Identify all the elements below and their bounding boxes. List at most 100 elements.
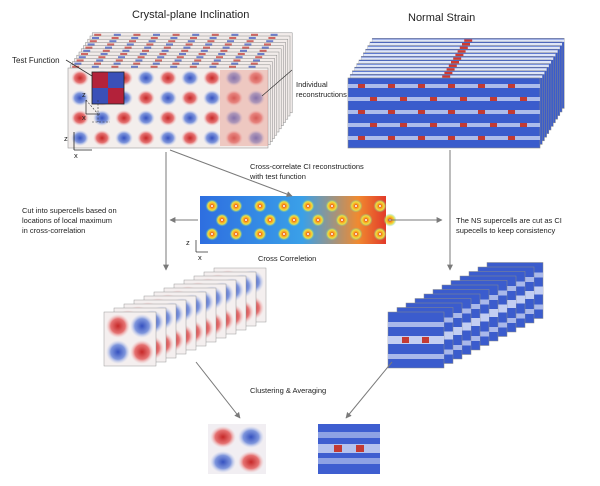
ns-strain-dot — [478, 110, 485, 114]
ns-strain-dot — [460, 123, 467, 127]
ci-red-domain — [247, 110, 265, 126]
ns-strain-dot — [490, 97, 497, 101]
tf-axis-x: x — [82, 113, 86, 122]
cross-correlation-map — [200, 196, 397, 244]
ci-blue-domain — [71, 90, 89, 106]
ci-title: Crystal-plane Inclination — [132, 9, 250, 21]
ns-cut-label-2: supecells to keep consistency — [456, 226, 556, 235]
ns-strain-dot — [358, 110, 365, 114]
ns-strain-band — [348, 123, 540, 127]
ns-strain-band — [348, 84, 540, 88]
cc-peak-marker — [283, 233, 285, 235]
ns-front-slice — [347, 77, 541, 149]
test-function-label: Test Function — [12, 56, 60, 65]
ns-strain-dot — [430, 123, 437, 127]
ns-strain-dot — [388, 110, 395, 114]
ns-strain-dot — [448, 84, 455, 88]
ns-averaged-result — [318, 424, 380, 474]
ns-strain-dot — [520, 97, 527, 101]
ns-strain-dot — [490, 123, 497, 127]
clustering-label: Clustering & Averaging — [250, 386, 327, 395]
ns-strain-band — [348, 110, 540, 114]
ci-blue-domain — [137, 70, 155, 86]
ci-blue-domain — [93, 110, 111, 126]
ns-strain-dot — [520, 123, 527, 127]
ci-axes — [73, 132, 92, 151]
flow-arrows — [163, 149, 453, 419]
ns-strain-dot — [478, 136, 485, 140]
cc-peak-marker — [307, 233, 309, 235]
cc-axis-z: z — [186, 238, 190, 247]
ci-supercell — [103, 311, 157, 367]
ns-strain-dot — [418, 136, 425, 140]
cc-peak-marker — [269, 219, 271, 221]
cc-peak-marker — [221, 219, 223, 221]
ci-front-slice — [67, 67, 269, 149]
ns-supercell-stack — [387, 262, 544, 369]
ns-strain-band — [348, 97, 540, 101]
test-function-axes — [85, 100, 100, 115]
ci-red-domain — [247, 70, 265, 86]
ci-blue-domain — [247, 130, 265, 146]
ci-red-domain — [137, 130, 155, 146]
cc-peak-marker — [341, 219, 343, 221]
ci-red-domain — [181, 90, 199, 106]
ci-edge-band — [220, 70, 268, 146]
ns-strain-dot — [418, 110, 425, 114]
ci-blue-domain — [203, 130, 221, 146]
individual-pointer — [261, 69, 293, 97]
ns-strain-dot — [448, 110, 455, 114]
ci-blue-domain — [71, 130, 89, 146]
tf-axis-z: z — [82, 90, 86, 99]
ci-blue-domain — [247, 90, 265, 106]
ci-red-domain — [181, 130, 199, 146]
cc-peak-marker — [235, 233, 237, 235]
ci-red-domain — [115, 110, 133, 126]
ci-averaged-result — [208, 424, 266, 474]
ci-red-domain — [203, 110, 221, 126]
ci-blue-domain — [203, 90, 221, 106]
cc-axis-x: x — [198, 253, 202, 262]
ci-red-domain — [93, 130, 111, 146]
test-function-pointer — [65, 59, 93, 77]
ci-red-domain — [225, 130, 243, 146]
ci-red-domain — [203, 70, 221, 86]
ns-strain-dot — [508, 136, 515, 140]
ns-strain-dot — [358, 136, 365, 140]
ns-strain-dot — [508, 110, 515, 114]
ns-strain-dot — [370, 97, 377, 101]
cc-peak-marker — [245, 219, 247, 221]
ci-blue-domain — [225, 70, 243, 86]
ci-blue-domain — [225, 110, 243, 126]
cc-peak-marker — [211, 205, 213, 207]
ns-strain-dot — [478, 84, 485, 88]
ns-strain-dot — [460, 97, 467, 101]
cut-label-2: locations of local maximum — [22, 216, 113, 225]
cut-label-3: in cross-correlation — [22, 226, 86, 235]
ci-blue-domain — [137, 110, 155, 126]
individual-label-2: reconstructions — [296, 90, 347, 99]
cut-label-1: Cut into supercells based on — [22, 206, 117, 215]
cc-peak-marker — [259, 205, 261, 207]
ns-strain-dot — [448, 136, 455, 140]
individual-label-1: Individual — [296, 80, 328, 89]
cc-peak-marker — [211, 233, 213, 235]
ci-axis-z: z — [64, 134, 68, 143]
ci-red-domain — [159, 70, 177, 86]
ns-strain-dot — [430, 97, 437, 101]
test-function-square — [91, 71, 125, 105]
cc-peak-marker — [355, 233, 357, 235]
cc-peak-marker — [365, 219, 367, 221]
ci-blue-domain — [181, 110, 199, 126]
cross-corr-label-2: with test function — [250, 172, 306, 181]
cross-corr-label-1: Cross-correlate CI reconstructions — [250, 162, 364, 171]
cc-peak-marker — [379, 233, 381, 235]
cc-axes — [195, 240, 208, 253]
ns-strain-dot — [358, 84, 365, 88]
ns-strain-dot — [400, 123, 407, 127]
ns-cut-label-1: The NS supercells are cut as CI — [456, 216, 562, 225]
ns-title: Normal Strain — [408, 12, 476, 24]
ci-supercell-stack — [103, 267, 267, 367]
cc-peak-marker — [283, 205, 285, 207]
cc-peak-marker — [307, 205, 309, 207]
